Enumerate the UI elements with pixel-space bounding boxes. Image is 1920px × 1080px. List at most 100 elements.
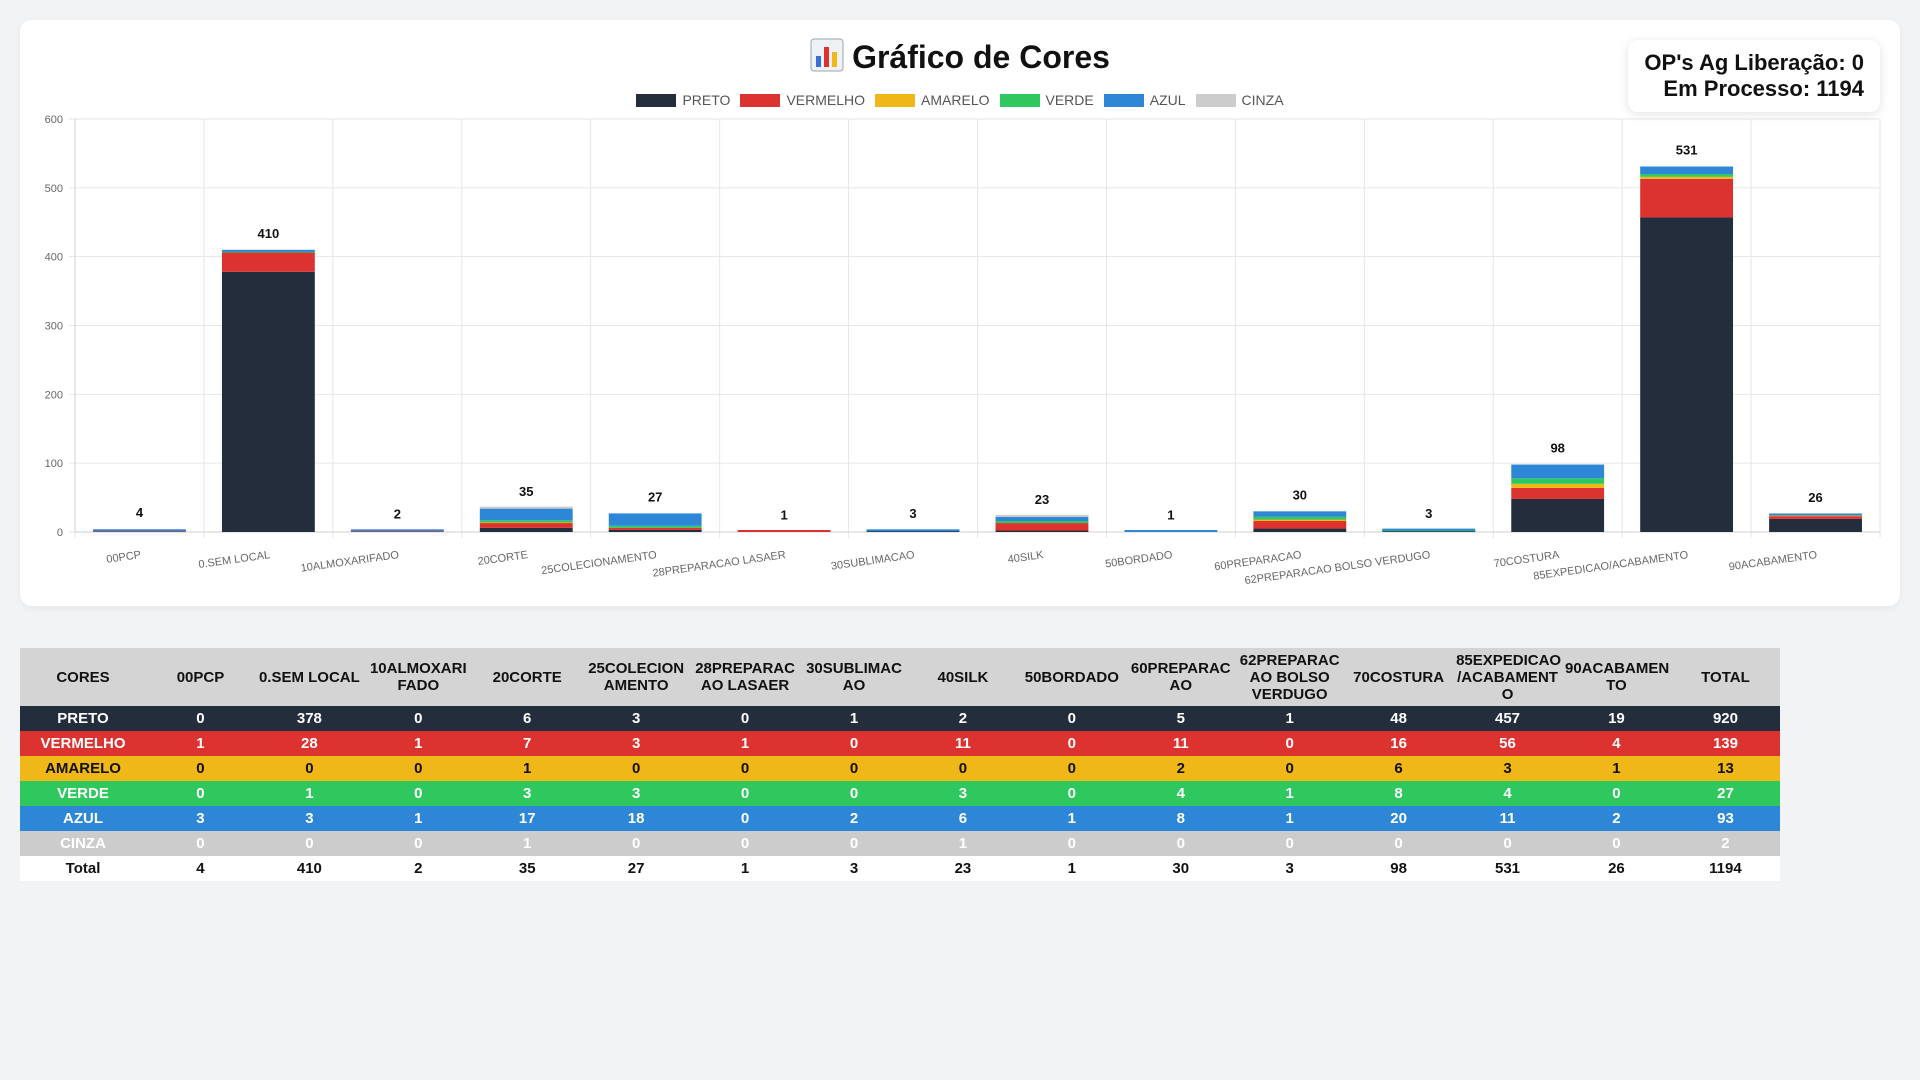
table-cell: 3 <box>958 785 968 802</box>
bar-segment-preto[interactable] <box>479 527 573 532</box>
bar-segment-vermelho[interactable] <box>1769 516 1862 519</box>
table-cell: 3 <box>631 735 641 752</box>
table-row-preto: PRETO 0 378 0 6 3 0 1 2 0 5 1 48 457 19 920 <box>20 706 1780 731</box>
table-cell: 1 <box>414 810 423 827</box>
bar-total-label: 1 <box>1167 507 1174 522</box>
table-cell: 1 <box>523 760 532 777</box>
legend-swatch <box>999 93 1040 107</box>
legend-item-cinza[interactable]: CINZA <box>1195 92 1284 108</box>
stacked-bar-chart: 0 100 200 300 400 500 600 4 00PCP 410 0.SEM LOCAL 2… <box>45 114 1881 587</box>
bar-segment-vermelho[interactable] <box>1253 520 1347 529</box>
bar-segment-azul[interactable] <box>995 516 1089 521</box>
table-cell: 0 <box>1394 835 1403 852</box>
table-header-cell: 70COSTURA <box>1344 648 1454 706</box>
table-cell: 27 <box>1717 785 1734 802</box>
bar-segment-azul[interactable] <box>1382 528 1476 531</box>
table-header-cell: 85EXPEDICAO /ACABAMENT O <box>1453 648 1562 706</box>
bar-segment-azul[interactable] <box>866 529 960 532</box>
bar-segment-preto[interactable] <box>1640 217 1734 532</box>
legend-swatch <box>1103 93 1144 107</box>
bar-segment-azul[interactable] <box>221 249 315 252</box>
bar-segment-vermelho[interactable] <box>608 527 702 530</box>
bar-segment-verde[interactable] <box>479 520 573 523</box>
bar-segment-azul[interactable] <box>1124 530 1218 532</box>
legend-item-preto[interactable]: PRETO <box>636 92 730 108</box>
table-row-verde: VERDE 0 1 0 3 3 0 0 3 0 4 1 8 4 0 27 <box>20 781 1780 806</box>
bar-segment-vermelho[interactable] <box>221 252 315 272</box>
bar-segment-azul[interactable] <box>350 529 444 532</box>
bar-total-label: 35 <box>519 484 533 499</box>
bar-segment-verde[interactable] <box>1511 478 1605 484</box>
table-cell: 920 <box>1712 710 1738 727</box>
table-header-cell: 10ALMOXARI FADO <box>363 648 473 706</box>
legend-item-verde[interactable]: VERDE <box>999 92 1094 108</box>
table-cell: 1 <box>1285 810 1294 827</box>
bar-segment-verde[interactable] <box>1640 174 1734 177</box>
table-header-cell: CORES <box>20 648 146 706</box>
bar-segment-vermelho[interactable] <box>479 523 573 528</box>
table-header-cell: 30SUBLIMAC AO <box>799 648 909 706</box>
bar-segment-azul[interactable] <box>608 513 702 526</box>
bar-segment-preto[interactable] <box>1253 528 1347 532</box>
table-row-vermelho: VERMELHO 1 28 1 7 3 1 0 11 0 11 0 16 56 4 139 <box>20 731 1780 756</box>
bar-segment-cinza[interactable] <box>995 514 1089 517</box>
bar-segment-preto[interactable] <box>221 271 315 532</box>
table-cell: 2 <box>363 856 473 881</box>
chart-title: Gráfico de Cores <box>20 38 1900 80</box>
x-tick-label: 28PREPARACAO LASAER <box>652 549 787 580</box>
legend-item-vermelho[interactable]: VERMELHO <box>740 92 865 108</box>
bar-segment-preto[interactable] <box>1769 518 1862 532</box>
table-cell: 4 <box>1176 785 1185 802</box>
bar-segment-preto[interactable] <box>1511 498 1605 532</box>
bar-segment-preto[interactable] <box>995 530 1089 532</box>
x-tick-label: 10ALMOXARIFADO <box>300 549 400 575</box>
legend-label: AMARELO <box>921 92 990 108</box>
bar-segment-azul[interactable] <box>1253 511 1347 517</box>
bar-total-label: 27 <box>648 489 662 504</box>
legend-item-azul[interactable]: AZUL <box>1103 92 1186 108</box>
bar-segment-cinza[interactable] <box>479 506 573 509</box>
table-cell: 0 <box>305 835 314 852</box>
table-header-cell: 28PREPARAC AO LASAER <box>690 648 800 706</box>
legend-item-amarelo[interactable]: AMARELO <box>875 92 990 108</box>
bar-segment-amarelo[interactable] <box>1253 518 1347 521</box>
bar-segment-preto[interactable] <box>608 529 702 532</box>
bar-segment-verde[interactable] <box>1253 516 1347 520</box>
table-cell: 18 <box>627 810 645 827</box>
bar-segment-vermelho[interactable] <box>995 523 1089 531</box>
legend-label: VERDE <box>1045 92 1094 108</box>
bar-segment-vermelho[interactable] <box>1640 178 1734 218</box>
bar-segment-azul[interactable] <box>93 529 186 532</box>
table-cell: 0 <box>1285 760 1294 777</box>
bar-segment-azul[interactable] <box>1640 166 1734 175</box>
table-row-total: Total 4 410 2 35 27 1 3 23 1 30 3 98 531 26 1194 <box>20 856 1780 881</box>
bar-segment-amarelo[interactable] <box>1511 483 1605 488</box>
table-cell: 16 <box>1390 735 1407 752</box>
bar-segment-azul[interactable] <box>1511 464 1605 479</box>
table-cell: 0 <box>414 835 423 852</box>
bar-segment-amarelo[interactable] <box>1640 176 1734 179</box>
table-cell: 410 <box>254 856 364 881</box>
table-cell: 0 <box>414 785 423 802</box>
table-cell: 2 <box>849 810 859 827</box>
bar-segment-verde[interactable] <box>995 520 1089 524</box>
table-cell: 0 <box>849 760 859 777</box>
bar-total-label: 3 <box>1425 506 1432 521</box>
table-header-cell: 40SILK <box>908 648 1018 706</box>
table-cell: 0 <box>1067 785 1076 802</box>
table-cell: 6 <box>958 810 968 827</box>
x-tick-label: 90ACABAMENTO <box>1728 549 1818 573</box>
table-cell: 11 <box>1172 735 1189 752</box>
bar-segment-azul[interactable] <box>1769 513 1862 516</box>
table-cell: 0 <box>740 710 750 727</box>
table-cell: 7 <box>523 735 532 752</box>
bar-segment-vermelho[interactable] <box>1511 487 1605 499</box>
bar-segment-azul[interactable] <box>479 508 573 521</box>
table-cell: 378 <box>296 710 322 727</box>
y-tick-label: 300 <box>45 321 63 333</box>
status-box: OP's Ag Liberação: 0 Em Processo: 1194 <box>1628 40 1880 112</box>
bar-segment-vermelho[interactable] <box>737 530 831 532</box>
table-cell: 28 <box>301 735 318 752</box>
table-cell: 56 <box>1499 735 1516 752</box>
bar-segment-verde[interactable] <box>608 525 702 528</box>
